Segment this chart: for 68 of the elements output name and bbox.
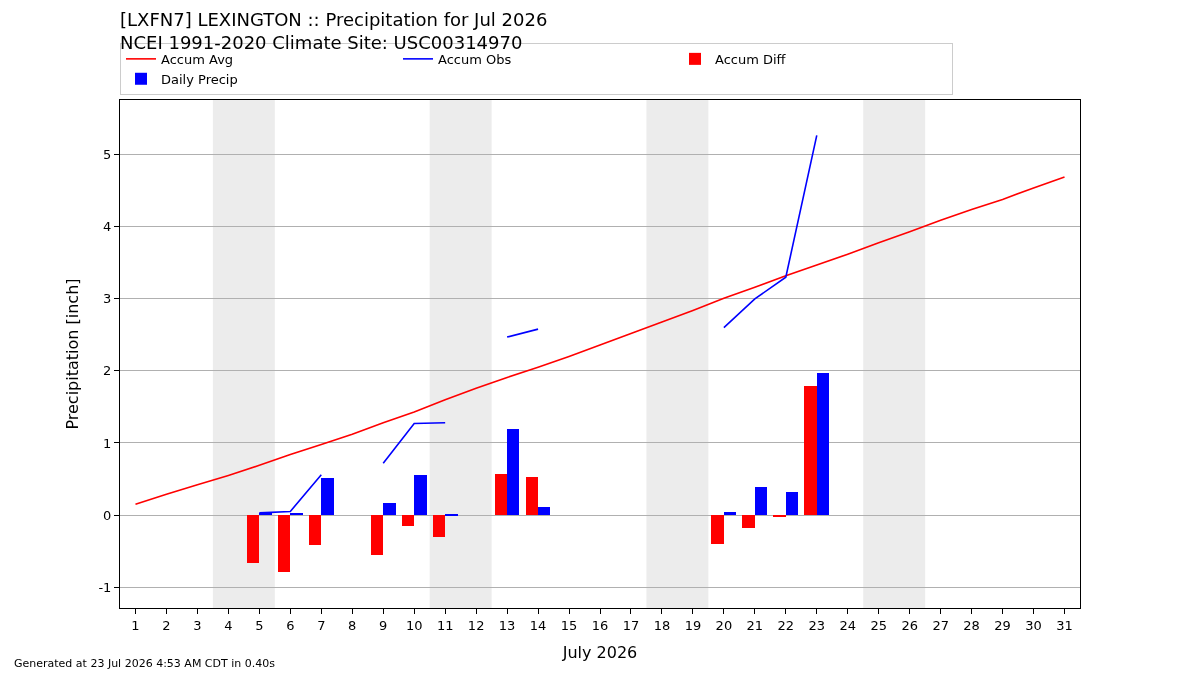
x-tick-label: 2 (162, 617, 171, 633)
bar (371, 515, 383, 555)
legend-label: Accum Obs (438, 51, 512, 67)
bar (507, 429, 519, 515)
y-tick-label: 3 (103, 291, 112, 307)
y-tick-label: 1 (103, 435, 112, 451)
y-tick-label: -1 (98, 579, 112, 595)
y-tick-label: 2 (103, 363, 112, 379)
x-tick-label: 16 (591, 617, 609, 633)
bar (402, 515, 414, 526)
x-tick-label: 21 (746, 617, 764, 633)
x-tick-label: 3 (193, 617, 202, 633)
x-tick-label: 30 (1025, 617, 1042, 633)
x-tick-label: 9 (379, 617, 388, 633)
x-tick-label: 8 (348, 617, 357, 633)
x-tick-label: 12 (467, 617, 485, 633)
x-tick-label: 10 (405, 617, 423, 633)
x-tick-label: 26 (901, 617, 918, 633)
bar (433, 515, 445, 537)
x-tick-label: 15 (560, 617, 578, 633)
bar (742, 515, 755, 528)
line-series (134, 176, 1066, 506)
x-tick-label: 19 (684, 617, 702, 633)
x-tick-label: 31 (1056, 617, 1073, 633)
y-tick-label: 4 (103, 219, 112, 235)
x-tick-label: 1 (131, 617, 140, 633)
legend-label: Accum Avg (161, 51, 234, 67)
bar (711, 515, 724, 544)
x-tick-label: 22 (777, 617, 795, 633)
x-tick-label: 28 (963, 617, 980, 633)
legend-label: Daily Precip (161, 71, 238, 87)
bar (526, 477, 538, 515)
bar (804, 386, 817, 515)
legend-label: Accum Diff (715, 51, 787, 67)
bar (321, 478, 334, 515)
bar (755, 487, 767, 515)
bar (538, 507, 550, 515)
x-tick-label: 5 (255, 617, 264, 633)
x-tick-label: 13 (498, 617, 516, 633)
x-tick-label: 17 (622, 617, 640, 633)
bar (724, 512, 736, 515)
text: Generated at 23 Jul 2026 4:53 AM CDT in 0.40s (14, 657, 276, 670)
x-tick-label: 20 (715, 617, 733, 633)
x-tick-label: 27 (932, 617, 949, 633)
bar (817, 373, 829, 515)
x-tick-label: 23 (808, 617, 826, 633)
x-tick-label: 7 (317, 617, 326, 633)
bar (786, 492, 798, 515)
y-tick-label: 5 (103, 147, 112, 163)
x-axis-title: July 2026 (561, 643, 638, 663)
x-tick-label: 4 (224, 617, 233, 633)
x-tick-label: 18 (653, 617, 671, 633)
y-tick-label: 0 (103, 507, 112, 523)
x-tick-label: 11 (436, 617, 454, 633)
x-tick-label: 25 (870, 617, 887, 633)
chart-subtitle: NCEI 1991-2020 Climate Site: USC00314970 (120, 32, 523, 54)
x-tick-label: 24 (839, 617, 857, 633)
bar (495, 474, 507, 515)
x-tick-label: 6 (286, 617, 295, 633)
x-tick-label: 29 (994, 617, 1011, 633)
y-axis-title: Precipitation [inch] (63, 278, 83, 430)
chart-title: [LXFN7] LEXINGTON :: Precipitation for Jul 2026 (120, 8, 548, 30)
bar (383, 503, 396, 515)
bar (247, 515, 259, 563)
bar (309, 515, 321, 545)
bar (414, 475, 427, 515)
x-tick-label: 14 (529, 617, 547, 633)
bar (278, 515, 290, 572)
